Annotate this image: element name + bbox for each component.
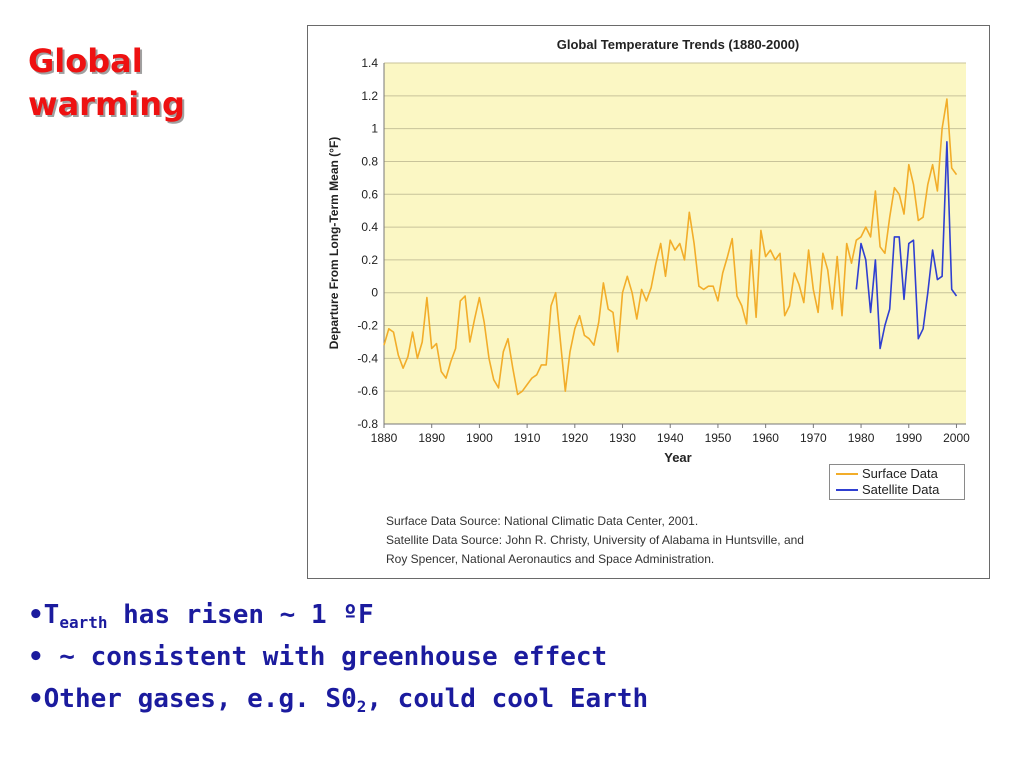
x-tick-label: 1970 [800,431,827,445]
series-lines [383,98,958,396]
slide-title-line-2: warming [28,85,185,123]
chart-legend: Surface Data Satellite Data [829,464,965,500]
source-line-3: Roy Spencer, National Aeronautics and Sp… [386,552,715,566]
legend-swatch-surface [836,472,858,475]
x-tick-label: 1890 [418,431,445,445]
x-tick-label: 1950 [705,431,732,445]
slide-title-line-1: Global [28,42,143,80]
x-tick-label: 1900 [466,431,493,445]
y-tick-label: -0.4 [357,351,378,365]
x-tick-label: 1910 [514,431,541,445]
y-tick-label: 1 [371,122,378,136]
y-tick-label: -0.2 [357,319,378,333]
x-tick-label: 1940 [657,431,684,445]
legend-swatch-satellite [836,488,858,491]
y-tick-label: 0.2 [361,253,378,267]
x-tick-label: 1930 [609,431,636,445]
plot-area [384,63,966,424]
slide-title: Global warming [28,40,288,126]
y-axis-ticks: -0.8 -0.6 -0.4 -0.2 0 0.2 0.4 0.6 0.8 1 1.2 1.4 [357,56,378,431]
y-tick-label: -0.6 [357,384,378,398]
temperature-chart: Global Temperature Trends (1880-2000) -0… [327,37,970,465]
legend-label-satellite: Satellite Data [862,482,940,497]
y-tick-label: 1.2 [361,89,378,103]
bullet-item: •Other gases, e.g. S02, could cool Earth [28,684,649,716]
source-line-1: Surface Data Source: National Climatic D… [386,514,699,528]
legend-item-surface: Surface Data [836,466,938,482]
surface-data-line [383,98,958,396]
data-sources: Surface Data Source: National Climatic D… [386,512,966,569]
y-axis-label: Departure From Long-Term Mean (°F) [327,137,341,350]
x-tick-label: 1920 [561,431,588,445]
grid-lines [383,62,966,425]
y-tick-label: 0.4 [361,220,378,234]
x-axis-label: Year [664,450,691,465]
y-tick-label: 1.4 [361,56,378,70]
chart-title: Global Temperature Trends (1880-2000) [557,37,800,52]
y-tick-label: 0 [371,286,378,300]
x-tick-label: 1880 [371,431,398,445]
x-tick-label: 1980 [848,431,875,445]
bullet-list: •Tearth has risen ~ 1 ºF • ~ consistent … [28,594,928,720]
x-tick-label: 2000 [943,431,970,445]
source-line-2: Satellite Data Source: John R. Christy, … [386,533,804,547]
bullet-item: • ~ consistent with greenhouse effect [28,642,608,672]
x-axis-ticks: 1880 1890 1900 1910 1920 1930 1940 1950 1960 1970… [371,424,970,445]
legend-item-satellite: Satellite Data [836,482,939,498]
x-tick-label: 1960 [752,431,779,445]
y-tick-label: 0.6 [361,187,378,201]
y-tick-label: -0.8 [357,417,378,431]
satellite-data-line [855,141,958,350]
legend-label-surface: Surface Data [862,466,938,481]
x-tick-label: 1990 [895,431,922,445]
chart-frame: Global Temperature Trends (1880-2000) -0… [307,25,990,579]
y-tick-label: 0.8 [361,154,378,168]
bullet-item: •Tearth has risen ~ 1 ºF [28,600,374,632]
